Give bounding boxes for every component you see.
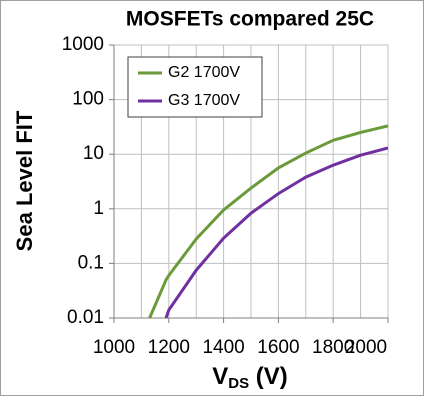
x-label-sub: DS xyxy=(228,375,249,392)
line-series xyxy=(148,124,389,319)
x-label-main: V xyxy=(212,363,228,390)
x-tick-label: 1200 xyxy=(148,337,190,358)
x-tick-label: 1400 xyxy=(202,337,244,358)
x-tick-label: 2000 xyxy=(345,337,387,358)
x-tick-label: 1800 xyxy=(312,337,354,358)
y-tick-label: 1 xyxy=(93,198,104,219)
legend-box xyxy=(127,56,263,118)
x-tick-label: 1000 xyxy=(93,337,135,358)
line-series xyxy=(164,146,389,319)
y-tick-label: 0.1 xyxy=(78,252,104,273)
y-tick-label: 1000 xyxy=(62,34,104,55)
legend-label: G2 1700V xyxy=(168,64,240,81)
x-label-unit: (V) xyxy=(249,363,288,390)
legend-label: G3 1700V xyxy=(168,92,240,109)
y-axis-label: Sea Level FIT xyxy=(12,110,37,251)
y-tick-label: 0.01 xyxy=(67,307,104,328)
x-tick-label: 1600 xyxy=(257,337,299,358)
x-axis-label: VDS (V) xyxy=(212,363,288,392)
y-tick-label: 10 xyxy=(83,143,104,164)
y-tick-label: 100 xyxy=(72,89,104,110)
chart-title: MOSFETs compared 25C xyxy=(126,8,374,31)
